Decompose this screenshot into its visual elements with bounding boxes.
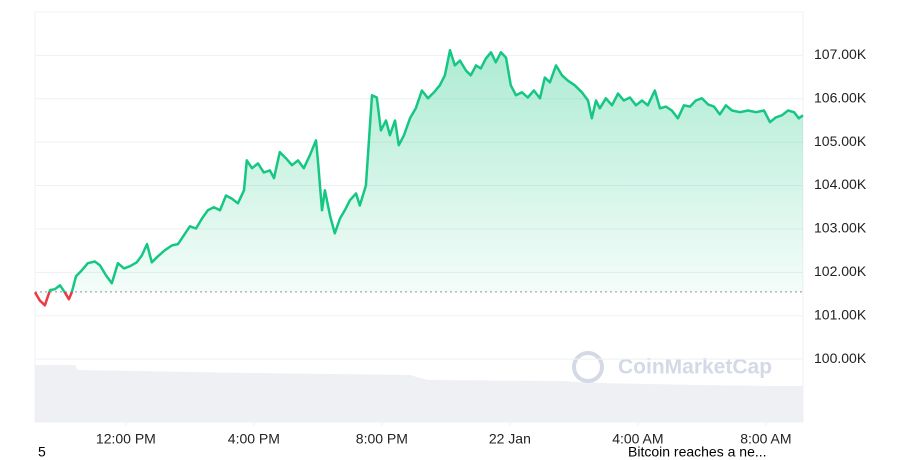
y-tick-label: 101.00K bbox=[814, 306, 867, 322]
y-tick-label: 106.00K bbox=[814, 89, 867, 105]
x-tick-label: 22 Jan bbox=[489, 431, 531, 447]
news-ticker[interactable]: Bitcoin reaches a ne... bbox=[628, 444, 767, 460]
y-tick-label: 107.00K bbox=[814, 46, 867, 62]
area-fill bbox=[35, 50, 803, 306]
logo-icon bbox=[572, 351, 604, 383]
y-tick-label: 102.00K bbox=[814, 263, 867, 279]
y-tick-label: 103.00K bbox=[814, 220, 867, 236]
x-tick-label: 4:00 AM bbox=[612, 431, 663, 447]
plot: 100.00K 101.00K 102.00K 103.00K 104.00K 105.0… bbox=[33, 46, 867, 447]
x-tick-label: 12:00 PM bbox=[96, 431, 156, 447]
volume-area bbox=[35, 365, 803, 422]
price-line bbox=[33, 48, 804, 307]
x-tick-label: 4:00 PM bbox=[228, 431, 280, 447]
y-tick-label: 104.00K bbox=[814, 176, 867, 192]
footer-index: 5 bbox=[38, 444, 46, 460]
y-tick-label: 100.00K bbox=[814, 350, 867, 366]
y-tick-label: 105.00K bbox=[814, 133, 867, 149]
watermark-text: CoinMarketCap bbox=[618, 356, 772, 379]
watermark: CoinMarketCap bbox=[572, 351, 772, 383]
x-tick-label: 8:00 AM bbox=[740, 431, 791, 447]
x-tick-label: 8:00 PM bbox=[356, 431, 408, 447]
